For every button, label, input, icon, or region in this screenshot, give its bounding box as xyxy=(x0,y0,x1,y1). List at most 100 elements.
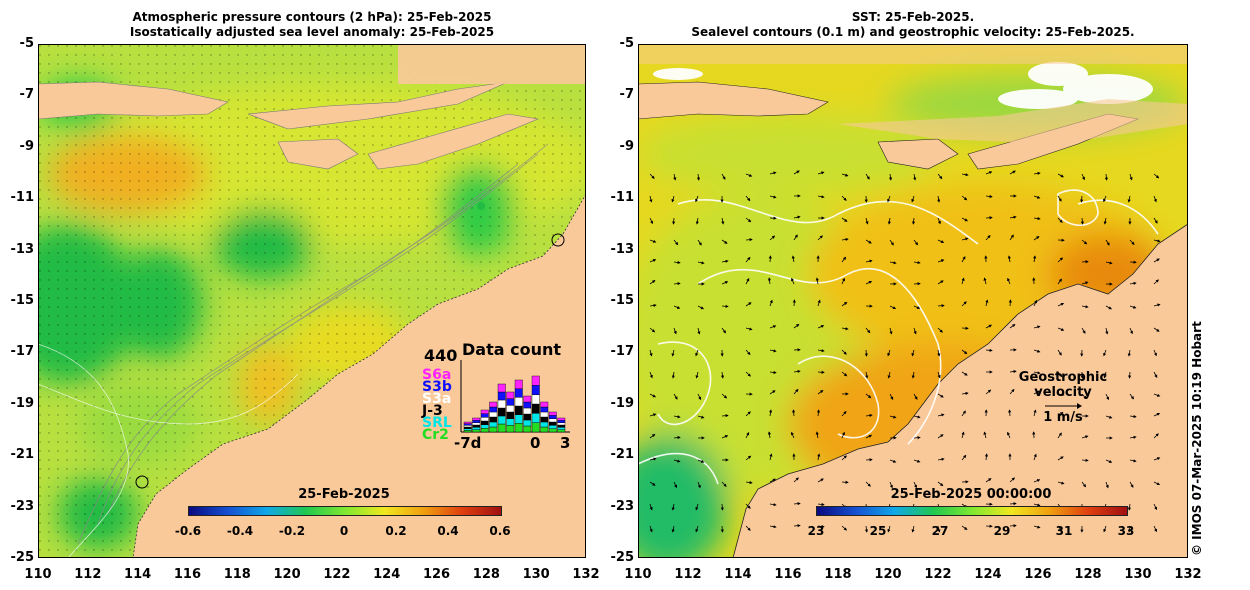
velocity-arrow xyxy=(1105,327,1109,335)
velocity-arrow xyxy=(1009,215,1017,219)
sst-colorbar-label: 27 xyxy=(931,524,949,538)
histogram-bar-segment xyxy=(463,428,472,431)
velocity-arrow xyxy=(769,409,773,417)
velocity-arrow xyxy=(985,478,992,483)
velocity-arrow xyxy=(937,393,944,398)
y-tick-label-right: -5 xyxy=(619,36,634,51)
velocity-arrow xyxy=(1105,261,1113,265)
velocity-arrow xyxy=(913,173,917,181)
velocity-scale-arrow-icon xyxy=(1045,403,1082,409)
velocity-arrow xyxy=(793,215,801,219)
right-title-line2: Sealevel contours (0.1 m) and geostrophi… xyxy=(691,25,1135,39)
velocity-arrow xyxy=(1007,431,1011,439)
tide-gauge-marker[interactable] xyxy=(135,475,149,489)
histogram-bar-segment xyxy=(523,395,532,403)
velocity-arrow xyxy=(1081,239,1088,245)
histogram-bar-segment xyxy=(531,375,540,386)
histogram-bar-segment xyxy=(557,420,566,423)
histogram-bar-segment xyxy=(514,423,523,433)
velocity-arrow xyxy=(1007,277,1011,285)
x-tick-label-left: 114 xyxy=(124,567,152,582)
copyright: © IMOS 07-Mar-2025 10:19 Hobart xyxy=(1190,321,1204,556)
velocity-arrow xyxy=(1129,481,1134,488)
histogram-bar-segment xyxy=(472,417,481,421)
velocity-arrow xyxy=(817,299,821,307)
velocity-arrow xyxy=(673,459,681,463)
velocity-legend: Geostrophic velocity 1 m/s xyxy=(988,370,1138,425)
velocity-arrow xyxy=(889,481,893,489)
velocity-legend-label: Geostrophic velocity xyxy=(1018,370,1108,400)
velocity-arrow xyxy=(1009,502,1017,506)
velocity-arrow xyxy=(1033,299,1037,307)
histogram-bar-segment xyxy=(489,421,498,428)
velocity-arrow xyxy=(1009,388,1015,395)
velocity-arrow xyxy=(1153,217,1158,224)
data-point xyxy=(477,202,485,210)
velocity-arrow xyxy=(791,431,795,439)
velocity-arrow xyxy=(841,256,847,263)
sea-level-anomaly-map[interactable]: 440 Data count S6a S3b S3a J-3 SRL Cr2 -… xyxy=(38,44,586,558)
velocity-arrow xyxy=(649,481,656,486)
velocity-arrow xyxy=(1033,390,1040,395)
velocity-arrow xyxy=(649,327,656,333)
velocity-arrow xyxy=(1105,239,1110,246)
velocity-arrow xyxy=(961,410,966,417)
sst-map[interactable]: Geostrophic velocity 1 m/s 25-Feb-2025 0… xyxy=(638,44,1188,558)
x-tick-label-right: 130 xyxy=(1124,567,1152,582)
velocity-arrow xyxy=(1057,525,1062,532)
velocity-arrow xyxy=(1129,459,1137,463)
velocity-arrow xyxy=(841,237,849,242)
velocity-arrow xyxy=(817,325,825,329)
x-tick-label-right: 114 xyxy=(724,567,752,582)
velocity-arrow xyxy=(720,371,725,379)
velocity-arrow xyxy=(769,478,776,483)
velocity-arrow xyxy=(1129,239,1135,246)
y-tick-label-right: -23 xyxy=(610,498,635,514)
velocity-arrow xyxy=(1057,481,1065,485)
histogram-bar-segment xyxy=(531,413,540,423)
histogram-bar-segment xyxy=(523,419,532,427)
velocity-arrow xyxy=(695,349,699,357)
velocity-arrow xyxy=(671,195,675,203)
velocity-arrow xyxy=(721,481,727,487)
velocity-arrow xyxy=(673,327,677,335)
velocity-arrow xyxy=(649,413,657,417)
velocity-arrow xyxy=(865,217,869,225)
velocity-arrow xyxy=(649,433,656,439)
velocity-arrow xyxy=(769,525,777,529)
velocity-arrow xyxy=(697,239,702,246)
velocity-arrow xyxy=(937,349,941,357)
velocity-arrow xyxy=(721,304,729,308)
velocity-arrow xyxy=(1057,349,1062,356)
histogram-bar-segment xyxy=(557,427,566,430)
velocity-arrow xyxy=(673,415,681,419)
velocity-arrow xyxy=(984,453,989,461)
histogram-bar-segment xyxy=(548,421,557,426)
x-tick-label-right: 128 xyxy=(1074,567,1102,582)
sumba-island xyxy=(277,138,359,170)
x-tick-label-left: 132 xyxy=(572,567,600,582)
velocity-arrow xyxy=(817,502,825,507)
x-tick-label-left: 126 xyxy=(422,567,451,582)
histogram-bar-segment xyxy=(472,427,481,430)
velocity-arrow xyxy=(983,431,987,439)
java-island xyxy=(638,81,829,120)
histogram-bar-segment xyxy=(489,416,498,423)
tide-gauge-marker[interactable] xyxy=(551,233,565,247)
velocity-arrow xyxy=(1009,323,1016,329)
velocity-arrow xyxy=(1153,433,1159,439)
y-tick-label-right: -21 xyxy=(610,447,635,463)
velocity-arrow xyxy=(745,371,751,377)
sla-colorbar-label: -0.6 xyxy=(174,524,202,538)
sst-colorbar-title: 25-Feb-2025 00:00:00 xyxy=(890,487,1052,502)
velocity-arrow xyxy=(817,195,825,199)
velocity-arrow xyxy=(1153,279,1159,285)
velocity-arrow xyxy=(888,173,893,181)
histogram-bar-segment xyxy=(557,424,566,428)
sst-map-graphic xyxy=(638,44,1188,558)
velocity-arrow xyxy=(961,454,967,461)
histogram-bar-segment xyxy=(506,398,515,406)
velocity-arrow xyxy=(887,217,891,225)
histogram-bar-segment xyxy=(514,379,523,389)
velocity-arrow xyxy=(649,195,653,203)
